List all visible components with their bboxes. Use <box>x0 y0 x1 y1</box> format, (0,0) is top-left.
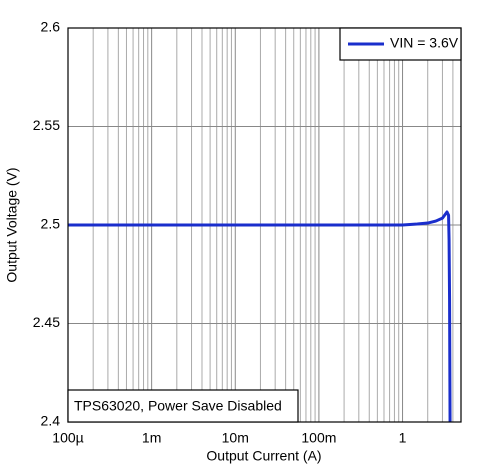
x-tick-label: 100m <box>301 430 336 446</box>
y-tick-label: 2.45 <box>33 314 60 330</box>
y-tick-label: 2.6 <box>41 19 61 35</box>
legend-label: VIN = 3.6V <box>390 35 459 51</box>
x-tick-label: 1 <box>399 430 407 446</box>
y-tick-label: 2.55 <box>33 117 60 133</box>
y-tick-label: 2.5 <box>41 216 61 232</box>
y-axis-label: Output Voltage (V) <box>4 167 20 282</box>
x-tick-label: 10m <box>222 430 249 446</box>
x-axis-label: Output Current (A) <box>206 448 321 464</box>
x-tick-label: 100µ <box>52 430 83 446</box>
annotation: TPS63020, Power Save Disabled <box>74 398 282 414</box>
plot <box>68 210 452 423</box>
x-tick-label: 1m <box>142 430 161 446</box>
annotation-box <box>67 389 299 423</box>
series-line <box>68 210 452 423</box>
legend-box <box>339 27 462 61</box>
y-tick-label: 2.4 <box>41 413 61 429</box>
